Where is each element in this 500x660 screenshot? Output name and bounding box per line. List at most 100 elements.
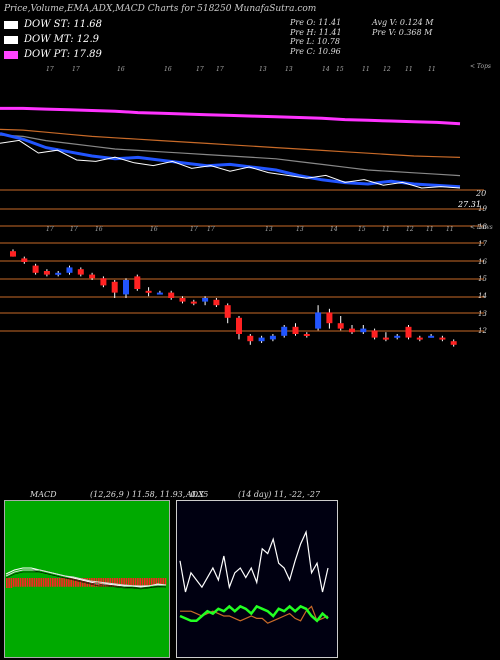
date-label: 13 <box>285 66 293 73</box>
candle-body <box>111 281 118 293</box>
candle-body <box>247 335 254 342</box>
candle-body <box>236 317 242 334</box>
macd-histogram-bar <box>31 578 33 587</box>
macd-histogram-bar <box>12 578 15 587</box>
date-label: 11 <box>362 66 370 73</box>
adx-line <box>179 529 329 593</box>
ema-value-2731: 27.31 <box>458 200 481 209</box>
candle-body <box>55 272 62 275</box>
date-label: 17 <box>70 226 78 233</box>
macd-histogram-bar <box>157 578 160 586</box>
macd-line-shadow <box>5 571 166 589</box>
macd-histogram-bar <box>130 578 132 586</box>
candle-body <box>89 274 96 279</box>
date-label: 17 <box>207 226 215 233</box>
macd-params: (12,26,9 ) 11.58, 11.93, -0.35 <box>90 490 209 499</box>
date-label: 16 <box>150 226 158 233</box>
candle-body <box>32 265 39 273</box>
candle-body <box>202 298 209 302</box>
macd-histogram-bar <box>125 578 128 586</box>
candle-body <box>43 271 50 275</box>
candle-body <box>394 335 401 338</box>
macd-histogram-bar <box>38 578 40 587</box>
macd-histogram-bar <box>137 578 139 586</box>
candle-body <box>269 335 276 340</box>
date-label: 12 <box>383 66 391 73</box>
macd-histogram-bar <box>8 578 10 588</box>
date-label: 17 <box>190 226 198 233</box>
legend-swatch <box>4 20 18 29</box>
candle-body <box>134 276 141 289</box>
macd-histogram-bar <box>160 578 162 586</box>
date-label: 11 <box>428 66 436 73</box>
date-label: 17 <box>46 66 54 73</box>
macd-histogram-bar <box>77 578 79 587</box>
candle-body <box>190 301 197 304</box>
macd-line <box>5 569 166 587</box>
price-line <box>0 139 461 189</box>
candle-body <box>66 267 73 273</box>
macd-histogram-bar <box>153 578 155 586</box>
macd-histogram-bar <box>88 578 91 587</box>
macd-histogram-bar <box>84 578 86 587</box>
stat-pre-h: Pre H: 11.41 <box>290 28 342 37</box>
candle-body <box>303 334 310 336</box>
macd-histogram-bar <box>155 578 158 586</box>
macd-histogram-bar <box>148 578 151 586</box>
adx-params: (14 day) 11, -22, -27 <box>238 490 321 499</box>
legend-label: DOW ST: 11.68 <box>24 19 103 30</box>
legend-label: DOW PT: 17.89 <box>24 49 102 60</box>
macd-histogram-bar <box>58 578 61 587</box>
macd-histogram-bar <box>54 578 56 587</box>
candle-body <box>224 305 231 318</box>
legend-dow-st: DOW ST: 11.68 <box>4 19 102 30</box>
macd-histogram-bar <box>10 578 13 588</box>
adx-line <box>179 604 329 623</box>
adx-title: ADX <box>186 490 204 499</box>
macd-histogram-bar <box>107 578 109 587</box>
macd-histogram-bar <box>40 578 43 587</box>
candle-body <box>123 280 129 295</box>
candle-body <box>382 337 389 340</box>
macd-histogram-bar <box>29 578 31 587</box>
candle-body <box>179 298 186 302</box>
date-label: 13 <box>296 226 304 233</box>
date-label: 15 <box>336 66 344 73</box>
macd-line <box>5 567 167 588</box>
candle-body <box>428 335 435 338</box>
candle-body <box>77 269 84 275</box>
date-label: 15 <box>358 226 366 233</box>
macd-histogram-bar <box>45 578 47 587</box>
date-label: 11 <box>382 226 390 233</box>
candle-body <box>337 323 344 329</box>
candle-body <box>213 299 220 306</box>
macd-histogram-bar <box>42 578 45 587</box>
date-label: 11 <box>446 226 454 233</box>
price-ema-chart <box>0 106 484 347</box>
candle-body <box>360 328 367 333</box>
macd-histogram-bar <box>52 578 54 587</box>
candle-body <box>371 330 378 338</box>
macd-histogram-bar <box>118 578 121 587</box>
macd-histogram-bar <box>95 578 98 587</box>
candle-body <box>145 290 152 293</box>
ema-series-line <box>0 128 461 158</box>
date-label: 16 <box>164 66 172 73</box>
date-label: 17 <box>46 226 54 233</box>
date-label: 13 <box>259 66 267 73</box>
candle-body <box>10 251 16 257</box>
macd-histogram-bar <box>75 578 77 587</box>
candle-body <box>439 337 446 340</box>
macd-histogram-bar <box>49 578 52 587</box>
stat-pre-o: Pre O: 11.41 <box>290 18 342 27</box>
macd-histogram-bar <box>139 578 141 586</box>
macd-histogram-bar <box>146 578 148 586</box>
axis-tick-label: 16 <box>478 258 487 266</box>
macd-histogram-bar <box>109 578 112 587</box>
macd-histogram-bar <box>61 578 63 587</box>
macd-histogram-bar <box>26 578 29 587</box>
candle-body <box>315 312 322 329</box>
date-label: 11 <box>426 226 434 233</box>
candle-body <box>21 258 28 262</box>
